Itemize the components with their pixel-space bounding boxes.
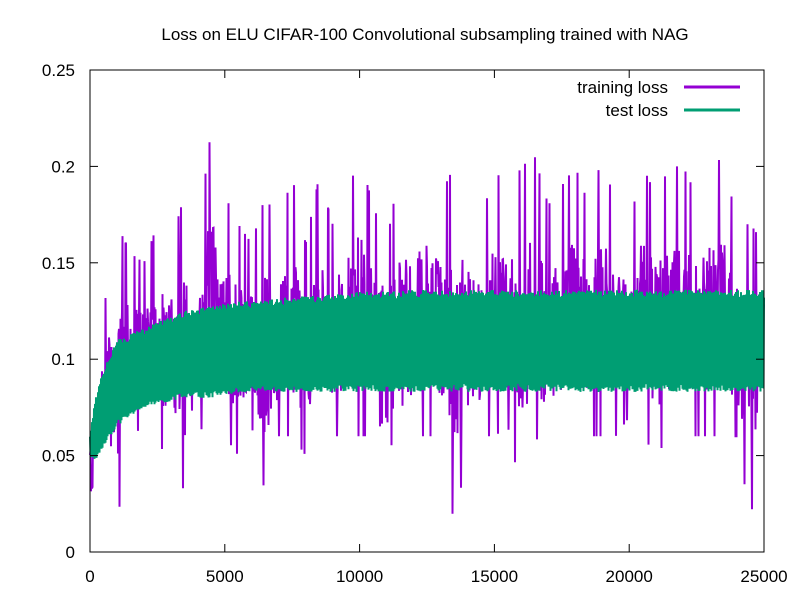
legend-label: test loss	[606, 101, 668, 120]
axis-ticks: 0 5000 10000 15000 20000 25000 0 0.05 0.1 0.15 0.2…	[42, 61, 788, 586]
y-tick-label: 0	[66, 543, 75, 562]
y-tick-label: 0.2	[51, 157, 75, 176]
plot-area	[89, 142, 765, 514]
series-test-loss	[89, 289, 765, 459]
x-tick-label: 5000	[206, 567, 244, 586]
legend: training loss test loss	[577, 78, 740, 120]
x-tick-label: 15000	[471, 567, 518, 586]
legend-label: training loss	[577, 78, 668, 97]
x-tick-label: 10000	[336, 567, 383, 586]
x-tick-label: 25000	[740, 567, 787, 586]
y-tick-label: 0.25	[42, 61, 75, 80]
chart-title: Loss on ELU CIFAR-100 Convolutional subs…	[161, 25, 688, 44]
x-tick-label: 0	[85, 567, 94, 586]
x-tick-label: 20000	[606, 567, 653, 586]
y-tick-label: 0.1	[51, 350, 75, 369]
axis-frame	[89, 69, 765, 553]
y-tick-label: 0.05	[42, 447, 75, 466]
y-tick-label: 0.15	[42, 254, 75, 273]
